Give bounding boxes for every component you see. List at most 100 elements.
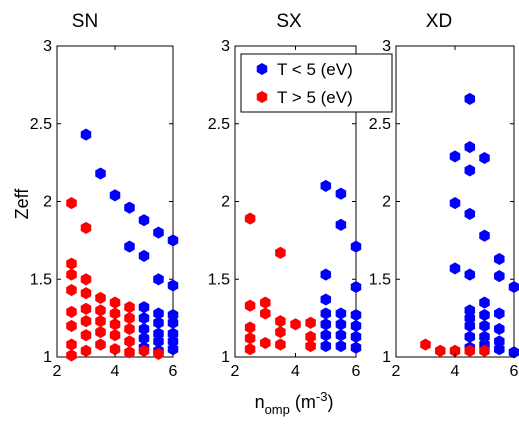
data-point bbox=[109, 296, 121, 309]
data-point bbox=[479, 229, 490, 242]
data-point bbox=[464, 344, 476, 357]
legend-swatch-blue bbox=[256, 62, 268, 76]
legend-label-red: T > 5 (eV) bbox=[277, 88, 353, 107]
panel-xd-yticks: 1 1.5 2 2.5 3 bbox=[369, 38, 514, 366]
data-point bbox=[66, 268, 77, 281]
data-point bbox=[244, 212, 256, 225]
data-point bbox=[167, 316, 179, 329]
data-point bbox=[494, 270, 505, 283]
data-point bbox=[479, 344, 490, 357]
data-point bbox=[464, 330, 476, 343]
y-tick-label: 1 bbox=[43, 349, 52, 366]
panel-sn-xticks: 2 4 6 bbox=[53, 46, 178, 380]
data-point bbox=[260, 296, 271, 309]
data-point bbox=[260, 336, 271, 350]
data-point bbox=[153, 226, 164, 239]
data-point bbox=[80, 221, 92, 234]
x-tick-label: 2 bbox=[53, 363, 62, 380]
data-point bbox=[66, 338, 77, 351]
legend-label-blue: T < 5 (eV) bbox=[277, 60, 353, 79]
data-point bbox=[260, 307, 271, 320]
x-axis-label-sub: omp bbox=[265, 402, 290, 417]
data-point bbox=[494, 322, 505, 336]
x-tick-label: 4 bbox=[451, 363, 460, 380]
data-point bbox=[275, 326, 286, 339]
data-point bbox=[95, 326, 106, 339]
panel-sn: SN 2 4 6 1 1.5 2 2.5 3 bbox=[30, 11, 179, 380]
data-point bbox=[464, 164, 476, 177]
data-point bbox=[350, 280, 362, 294]
x-tick-label: 6 bbox=[169, 363, 178, 380]
x-tick-label: 2 bbox=[231, 363, 240, 380]
y-tick-label: 1 bbox=[382, 349, 391, 366]
y-axis-label: Zeff bbox=[12, 188, 32, 220]
data-point bbox=[109, 329, 121, 342]
data-point bbox=[124, 312, 135, 325]
data-point bbox=[464, 92, 476, 105]
data-point bbox=[479, 296, 490, 309]
panel-sx-title: SX bbox=[276, 11, 302, 32]
panel-xd: XD 2 4 6 1 1.5 2 2.5 3 bbox=[369, 11, 519, 380]
data-point bbox=[464, 207, 476, 220]
data-point bbox=[275, 315, 286, 328]
data-point bbox=[449, 197, 461, 210]
data-point bbox=[244, 332, 256, 345]
data-point bbox=[95, 315, 106, 328]
y-tick-label: 2 bbox=[221, 194, 230, 211]
data-point bbox=[479, 151, 490, 165]
data-point bbox=[449, 150, 461, 163]
data-point bbox=[350, 308, 362, 322]
data-point bbox=[153, 316, 164, 329]
panel-sx-yticks: 1 1.5 2 2.5 3 bbox=[208, 38, 356, 366]
y-tick-label: 1 bbox=[221, 349, 230, 366]
data-point bbox=[109, 307, 121, 320]
data-point bbox=[109, 318, 121, 331]
y-tick-label: 1.5 bbox=[30, 271, 52, 288]
data-point bbox=[335, 340, 347, 353]
data-point bbox=[66, 197, 77, 210]
x-tick-label: 6 bbox=[510, 363, 519, 380]
x-axis-label-unit-open: (m bbox=[290, 392, 316, 412]
panel-sn-title: SN bbox=[72, 11, 98, 32]
data-point bbox=[320, 268, 332, 281]
x-axis-label-unit-close: ) bbox=[327, 392, 333, 412]
data-point bbox=[335, 318, 347, 331]
data-point bbox=[320, 318, 332, 331]
data-point bbox=[153, 273, 164, 286]
data-point bbox=[290, 318, 301, 331]
data-point bbox=[494, 307, 505, 320]
data-point bbox=[109, 189, 121, 202]
x-tick-label: 4 bbox=[111, 363, 120, 380]
data-point bbox=[124, 240, 135, 253]
data-point bbox=[464, 319, 476, 332]
data-point bbox=[66, 319, 77, 332]
y-tick-label: 1.5 bbox=[369, 271, 391, 288]
data-point bbox=[320, 329, 332, 342]
y-tick-label: 2.5 bbox=[369, 116, 391, 133]
y-tick-label: 2 bbox=[43, 194, 52, 211]
data-point bbox=[449, 262, 461, 275]
y-tick-label: 3 bbox=[221, 38, 230, 55]
data-point bbox=[153, 347, 164, 360]
data-point bbox=[138, 344, 150, 357]
data-point bbox=[124, 346, 135, 359]
data-point bbox=[244, 321, 256, 334]
data-point bbox=[138, 301, 150, 314]
data-point bbox=[80, 128, 92, 141]
data-point bbox=[80, 273, 92, 286]
data-point bbox=[335, 329, 347, 342]
data-point bbox=[124, 301, 135, 314]
data-point bbox=[95, 304, 106, 317]
y-tick-label: 2.5 bbox=[208, 116, 230, 133]
data-point bbox=[138, 214, 150, 227]
data-point bbox=[479, 308, 490, 322]
data-point bbox=[66, 257, 77, 270]
data-point bbox=[66, 349, 77, 362]
data-point bbox=[335, 307, 347, 320]
y-tick-label: 2.5 bbox=[30, 116, 52, 133]
data-point bbox=[494, 343, 505, 356]
x-axis-label-sup: -3 bbox=[316, 389, 328, 404]
panel-sx-points bbox=[244, 179, 362, 356]
data-point bbox=[320, 179, 332, 192]
